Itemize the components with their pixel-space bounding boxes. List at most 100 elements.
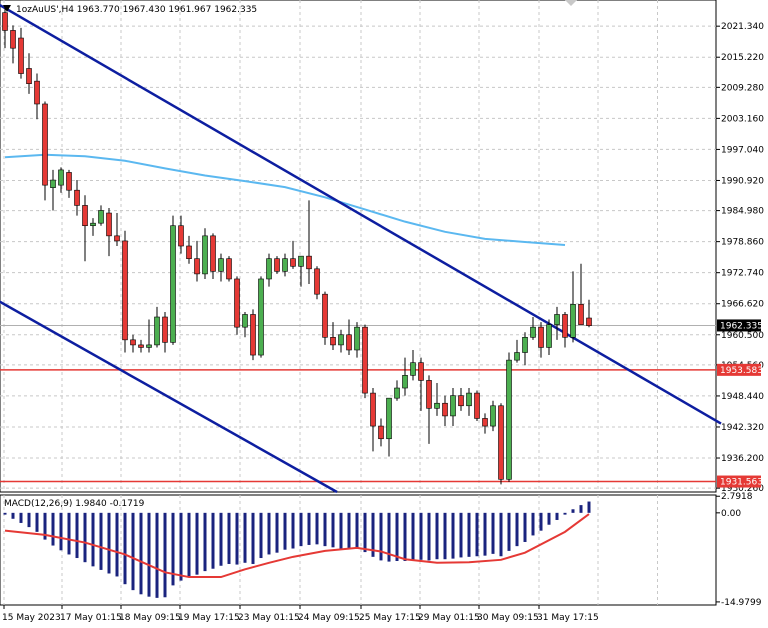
trendline[interactable] xyxy=(0,3,722,425)
macd-bar xyxy=(267,512,271,555)
macd-bar xyxy=(147,512,151,597)
candle-body xyxy=(186,245,192,259)
candle-body xyxy=(130,339,136,346)
macd-bar xyxy=(579,505,583,513)
price-axis: 2021.340 2015.220 2009.280 2003.160 1997.040… xyxy=(716,22,764,494)
price-tick-label: 2021.340 xyxy=(721,22,764,32)
candle-body xyxy=(138,344,144,348)
candle-body xyxy=(506,359,512,480)
candle-body xyxy=(466,392,472,407)
price-panel[interactable]: 1ozAuUS',H4 1963.770 1967.430 1961.967 1… xyxy=(0,0,722,494)
price-tick-label: 1978.860 xyxy=(721,238,764,248)
macd-header: MACD(12,26,9) 1.9840 -0.1719 xyxy=(4,499,145,509)
candle-body xyxy=(298,255,304,267)
price-tick-label: 2009.280 xyxy=(721,83,764,93)
candle-body xyxy=(114,235,120,242)
macd-bar xyxy=(363,512,367,553)
macd-bar xyxy=(459,512,463,558)
macd-bar xyxy=(51,512,55,546)
price-tick-label: 1960.500 xyxy=(721,331,764,341)
macd-bar xyxy=(547,512,551,525)
macd-bar xyxy=(539,512,543,531)
candle-body xyxy=(450,395,456,417)
macd-bar xyxy=(443,512,447,560)
candle-body xyxy=(434,402,440,409)
macd-bar xyxy=(235,512,239,565)
candle-body xyxy=(290,258,296,267)
shift-marker-icon[interactable] xyxy=(565,0,577,6)
macd-bar xyxy=(387,512,391,562)
macd-bar xyxy=(515,512,519,547)
macd-bar xyxy=(531,512,535,536)
candle-body xyxy=(554,314,560,325)
time-tick-label: 23 May 01:15 xyxy=(238,613,300,623)
macd-bar xyxy=(203,512,207,572)
time-tick-label: 24 May 09:15 xyxy=(298,613,360,623)
macd-bar xyxy=(227,512,231,564)
candle-body xyxy=(306,255,312,270)
candle-body xyxy=(50,179,56,188)
hline-price-tag xyxy=(717,363,761,376)
macd-bar xyxy=(331,512,335,548)
macd-bar xyxy=(3,512,7,515)
price-tick-label: 1990.920 xyxy=(721,176,764,186)
macd-panel[interactable]: MACD(12,26,9) 1.9840 -0.1719 xyxy=(0,494,717,606)
macd-bar xyxy=(483,512,487,556)
candle-body xyxy=(234,278,240,328)
macd-bar xyxy=(75,512,79,559)
price-tick-label: 1966.620 xyxy=(721,300,764,310)
trendline[interactable] xyxy=(0,299,338,494)
trendlines[interactable] xyxy=(0,3,722,494)
macd-bar xyxy=(275,512,279,553)
macd-bar xyxy=(571,509,575,513)
symbol-triangle-icon[interactable] xyxy=(3,5,11,12)
candle-body xyxy=(474,392,480,419)
macd-bar xyxy=(11,512,15,519)
macd-bar xyxy=(427,512,431,561)
macd-bar xyxy=(67,512,71,555)
candle-body xyxy=(66,172,72,191)
time-tick-label: 18 May 09:15 xyxy=(119,613,181,623)
candle-body xyxy=(402,375,408,389)
macd-bar xyxy=(467,512,471,557)
time-tick-label: 31 May 17:15 xyxy=(537,613,599,623)
hline-price-tag-label: 1953.583 xyxy=(720,366,763,376)
macd-bar xyxy=(131,512,135,591)
candle-body xyxy=(330,336,336,346)
candle-body xyxy=(538,326,544,348)
macd-bar xyxy=(43,512,47,540)
moving-average xyxy=(4,153,566,246)
candle-body xyxy=(378,425,384,440)
macd-bar xyxy=(499,512,503,557)
candle-body xyxy=(146,344,152,348)
macd-bar xyxy=(347,512,351,550)
symbol-header: 1ozAuUS',H4 1963.770 1967.430 1961.967 1… xyxy=(16,5,257,15)
macd-bar xyxy=(179,512,183,581)
candle-body xyxy=(322,293,328,338)
macd-bar xyxy=(283,512,287,550)
time-tick-label: 29 May 01:15 xyxy=(418,613,480,623)
price-tick-label: 1930.260 xyxy=(721,484,764,494)
candle-body xyxy=(354,326,360,351)
macd-bar xyxy=(115,512,119,577)
candle-body xyxy=(106,212,112,237)
candle-body xyxy=(274,258,280,272)
macd-bar xyxy=(219,512,223,566)
time-tick-label: 25 May 17:15 xyxy=(359,613,421,623)
candle-body xyxy=(74,189,80,206)
macd-bar xyxy=(195,512,199,575)
candle-body xyxy=(586,317,592,326)
macd-tick-label: -14.9799 xyxy=(721,598,762,608)
candle-body xyxy=(58,169,64,186)
candle-body xyxy=(170,225,176,343)
price-tick-label: 1948.440 xyxy=(721,392,764,402)
price-tick-label: 1972.740 xyxy=(721,269,764,279)
candle-body xyxy=(338,334,344,346)
macd-bar xyxy=(451,512,455,559)
macd-bar xyxy=(163,512,167,598)
time-tick-label: 30 May 09:15 xyxy=(477,613,539,623)
macd-bar xyxy=(139,512,143,595)
current-price-tag xyxy=(717,319,761,332)
price-tick-label: 1936.200 xyxy=(721,454,764,464)
